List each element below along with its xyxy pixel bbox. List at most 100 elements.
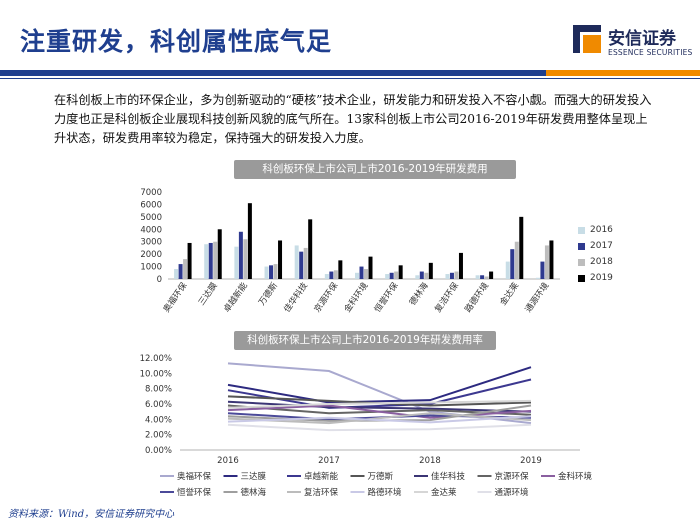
- bar-chart-title: 科创板环保上市公司上市2016-2019年研发费用: [234, 160, 516, 179]
- bar-y-tick-label: 1000: [140, 263, 162, 273]
- bar-2019-12: [519, 216, 524, 279]
- line-legend-label: 佳华科技: [431, 471, 466, 482]
- bar-2017-7: [359, 266, 364, 279]
- bar-category-label: 路德环境: [463, 280, 492, 315]
- logo-text-en: ESSENCE SECURITIES: [608, 48, 693, 57]
- bar-2017-9: [419, 271, 424, 279]
- intro-paragraph: 在科创板上市的环保企业，多为创新驱动的“硬核”技术企业，研发能力和研发投入不容小…: [54, 93, 652, 145]
- line-series-6: [227, 404, 532, 416]
- bar-2016-4: [264, 266, 269, 279]
- bar-y-tick-label: 0: [157, 275, 162, 285]
- bar-2016-2: [204, 244, 209, 279]
- bar-2017-12: [510, 249, 515, 279]
- legend-item-2016: 2016: [578, 222, 613, 238]
- bar-category-label: 德林海: [407, 280, 431, 308]
- bar-2016-5: [294, 245, 299, 279]
- bar-category-label: 京源环保: [312, 280, 341, 315]
- bar-2017-10: [449, 272, 454, 279]
- line-y-tick-label: 8.00%: [145, 385, 172, 395]
- bar-2018-5: [303, 247, 308, 279]
- bar-category-label: 三达膜: [196, 280, 220, 308]
- bar-2019-4: [278, 240, 283, 279]
- line-series-1: [227, 362, 532, 425]
- bar-2017-1: [178, 264, 183, 279]
- bar-category-label: 金达莱: [498, 280, 522, 308]
- bar-2017-2: [208, 242, 213, 279]
- bar-2017-4: [269, 265, 274, 279]
- header-divider: [0, 78, 700, 79]
- legend-label-2019: 2019: [590, 273, 613, 283]
- line-legend-label: 恒誉环保: [177, 487, 212, 498]
- line-legend-label: 路德环境: [368, 487, 403, 498]
- line-y-tick-label: 4.00%: [145, 415, 172, 425]
- bar-2018-1: [183, 259, 188, 279]
- logo-mark-icon: [572, 24, 602, 54]
- legend-swatch-2019: [578, 274, 585, 282]
- bar-2016-7: [355, 272, 359, 279]
- line-series-9: [227, 404, 532, 422]
- header-band-orange: [546, 70, 700, 76]
- bar-2017-8: [389, 272, 394, 279]
- legend-swatch-2016: [578, 226, 585, 234]
- bar-2017-3: [238, 231, 243, 279]
- bar-2019-2: [217, 229, 222, 279]
- bar-2016-6: [324, 274, 329, 279]
- bar-2018-13: [544, 245, 549, 279]
- header-band-blue: [0, 70, 546, 76]
- line-legend-label: 复洁环保: [304, 487, 339, 498]
- bar-category-label: 恒誉环保: [372, 280, 401, 315]
- bar-2017-13: [540, 261, 545, 279]
- bar-y-tick-label: 2000: [140, 250, 162, 260]
- line-legend-label: 通源环境: [495, 487, 530, 498]
- line-series-5: [227, 400, 532, 413]
- line-series-10: [227, 412, 532, 425]
- bar-2018-9: [424, 272, 429, 279]
- bar-2019-7: [368, 256, 373, 279]
- legend-label-2018: 2018: [590, 257, 613, 267]
- bar-2016-10: [445, 274, 450, 279]
- line-series-7: [227, 404, 532, 419]
- legend-label-2017: 2017: [590, 241, 613, 251]
- bar-2016-12: [505, 261, 510, 279]
- line-x-tick-label: 2017: [318, 456, 340, 466]
- line-chart-title: 科创板环保上市公司上市2016-2019年研发费用率: [234, 331, 496, 350]
- bar-category-label: 金科环境: [342, 280, 371, 315]
- line-y-tick-label: 12.00%: [140, 354, 172, 364]
- bar-2016-11: [475, 275, 480, 279]
- legend-item-2019: 2019: [578, 270, 613, 286]
- line-x-tick-label: 2016: [217, 456, 239, 466]
- line-legend-label: 三达膜: [241, 471, 267, 482]
- bar-category-label: 万德斯: [256, 280, 280, 308]
- legend-item-2018: 2018: [578, 254, 613, 270]
- legend-swatch-2017: [578, 242, 585, 250]
- company-logo: 安信证券 ESSENCE SECURITIES: [570, 18, 693, 64]
- bar-category-label: 奥福环保: [161, 280, 190, 315]
- bar-chart-legend: 2016 2017 2018 2019: [578, 222, 613, 286]
- line-series-4: [227, 395, 532, 407]
- bar-2018-6: [333, 270, 338, 279]
- line-y-tick-label: 6.00%: [145, 400, 172, 410]
- bar-2019-10: [458, 252, 463, 279]
- line-y-tick-label: 2.00%: [145, 431, 172, 441]
- bar-2016-1: [174, 269, 179, 279]
- bar-y-tick-label: 6000: [140, 200, 162, 210]
- line-series-13: [227, 423, 532, 432]
- bar-y-tick-label: 7000: [140, 188, 162, 198]
- bar-2019-3: [247, 203, 252, 279]
- line-series-3: [227, 378, 532, 409]
- bar-2016-9: [415, 275, 420, 279]
- line-series-12: [227, 399, 532, 409]
- page-title: 注重研发，科创属性底气足: [20, 27, 333, 56]
- bar-2017-5: [299, 251, 304, 279]
- line-legend-label: 金达莱: [431, 487, 457, 498]
- line-legend-label: 金科环境: [558, 471, 593, 482]
- bar-2016-13: [535, 277, 540, 279]
- line-series-11: [227, 415, 532, 424]
- bar-2018-4: [273, 264, 278, 279]
- bar-2018-2: [213, 241, 218, 279]
- bar-2016-8: [385, 274, 390, 279]
- bar-2019-8: [398, 265, 403, 279]
- line-legend-label: 京源环保: [495, 471, 530, 482]
- line-legend-label: 德林海: [241, 487, 267, 498]
- bar-2019-1: [187, 242, 192, 279]
